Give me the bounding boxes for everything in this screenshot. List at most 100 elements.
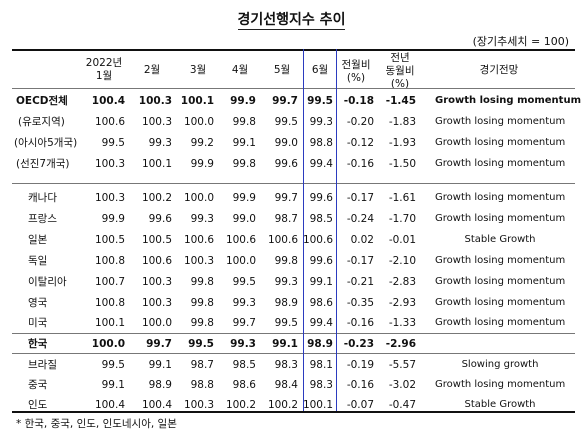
outlook-text: Slowing growth (461, 359, 539, 370)
month-value: 100.0 (183, 192, 214, 204)
mom-change: -0.07 (346, 399, 374, 411)
outlook-text: Growth losing momentum (435, 255, 566, 266)
yoy-change: -1.45 (385, 95, 416, 107)
country-name: 독일 (28, 255, 48, 267)
month-value: 100.1 (302, 399, 333, 411)
outlook-text: Growth losing momentum (435, 379, 566, 390)
country-name: 이탈리아 (28, 276, 67, 288)
month-value: 99.3 (190, 213, 214, 225)
month-value: 100.1 (180, 95, 214, 107)
outlook-text: Stable Growth (464, 234, 536, 245)
mom-change: -0.16 (346, 158, 374, 170)
yoy-change: -1.70 (388, 213, 416, 225)
month-value: 98.4 (274, 379, 298, 391)
country-name: 미국 (28, 317, 48, 329)
mom-change: -0.35 (346, 297, 374, 309)
outlook-text: Stable Growth (464, 399, 536, 410)
country-name: (유로지역) (18, 116, 65, 128)
yoy-change: -1.50 (388, 158, 416, 170)
outlook-text: Growth losing momentum (435, 213, 566, 224)
month-value: 100.0 (141, 317, 172, 329)
month-value: 100.5 (141, 234, 172, 246)
country-name: 인도 (28, 399, 48, 411)
month-value: 98.6 (232, 379, 256, 391)
month-value: 98.8 (190, 379, 214, 391)
mom-change: -0.16 (346, 317, 374, 329)
month-value: 98.9 (148, 379, 172, 391)
month-value: 100.3 (183, 399, 214, 411)
month-value: 99.8 (274, 255, 298, 267)
month-value: 100.1 (94, 317, 125, 329)
month-value: 99.8 (190, 276, 214, 288)
yoy-change: -0.01 (388, 234, 416, 246)
month-value: 99.5 (307, 95, 333, 107)
group-divider (12, 183, 575, 184)
month-value: 99.1 (101, 379, 125, 391)
unit-note: (장기추세치 = 100) (472, 35, 569, 48)
outlook-text: Growth losing momentum (435, 276, 566, 287)
month-value: 99.6 (309, 255, 333, 267)
month-value: 98.3 (274, 359, 298, 371)
month-value: 99.0 (232, 213, 256, 225)
month-value: 99.8 (190, 317, 214, 329)
month-value: 99.7 (146, 338, 172, 350)
month-value: 100.2 (225, 399, 256, 411)
yoy-change: -2.93 (388, 297, 416, 309)
yoy-change: -3.02 (388, 379, 416, 391)
month-value: 99.7 (274, 192, 298, 204)
month-value: 98.5 (232, 359, 256, 371)
outlook-text: Growth losing momentum (435, 317, 566, 328)
month-value: 98.9 (274, 297, 298, 309)
header-feb: 2월 (143, 64, 161, 76)
month-value: 99.7 (272, 95, 298, 107)
group-divider (12, 333, 575, 334)
month-value: 99.5 (101, 137, 125, 149)
mom-change: -0.18 (343, 95, 374, 107)
yoy-change: -1.61 (388, 192, 416, 204)
bottom-border (12, 411, 575, 413)
yoy-change: -1.83 (388, 116, 416, 128)
outlook-text: Growth losing momentum (435, 137, 566, 148)
country-name: 영국 (28, 297, 48, 309)
header-apr: 4월 (231, 64, 249, 76)
month-value: 98.6 (309, 297, 333, 309)
month-value: 100.2 (267, 399, 298, 411)
month-value: 98.7 (274, 213, 298, 225)
month-value: 100.6 (267, 234, 298, 246)
mom-change: -0.19 (346, 359, 374, 371)
month-value: 100.6 (141, 255, 172, 267)
month-value: 99.6 (309, 192, 333, 204)
header-mar: 3월 (189, 64, 207, 76)
outlook-text (435, 334, 565, 354)
month-value: 98.8 (309, 137, 333, 149)
month-value: 99.3 (230, 338, 256, 350)
month-value: 100.4 (94, 399, 125, 411)
month-value: 100.1 (141, 158, 172, 170)
yoy-change: -2.83 (388, 276, 416, 288)
month-value: 99.6 (274, 158, 298, 170)
mom-change: -0.23 (343, 338, 374, 350)
country-name: (아시아5개국) (14, 137, 78, 149)
month-value: 99.9 (230, 95, 256, 107)
outlook-text: Growth losing momentum (435, 192, 566, 203)
header-outlook: 경기전망 (479, 64, 519, 76)
yoy-change: -2.96 (385, 338, 416, 350)
month-value: 100.6 (183, 234, 214, 246)
outlook-text: Growth losing momentum (435, 116, 566, 127)
country-name: 중국 (28, 379, 48, 391)
month-value: 100.2 (141, 192, 172, 204)
month-value: 100.3 (94, 158, 125, 170)
header-jan: 2022년 1월 (85, 57, 123, 82)
mom-change: -0.24 (346, 213, 374, 225)
month-value: 100.5 (94, 234, 125, 246)
month-value: 98.5 (309, 213, 333, 225)
month-value: 99.1 (272, 338, 298, 350)
month-value: 99.4 (309, 317, 333, 329)
month-value: 99.1 (309, 276, 333, 288)
yoy-change: -5.57 (388, 359, 416, 371)
month-value: 99.9 (101, 213, 125, 225)
month-value: 99.6 (148, 213, 172, 225)
country-name: 일본 (28, 234, 48, 246)
month-value: 100.4 (91, 95, 125, 107)
month-value: 98.3 (309, 379, 333, 391)
